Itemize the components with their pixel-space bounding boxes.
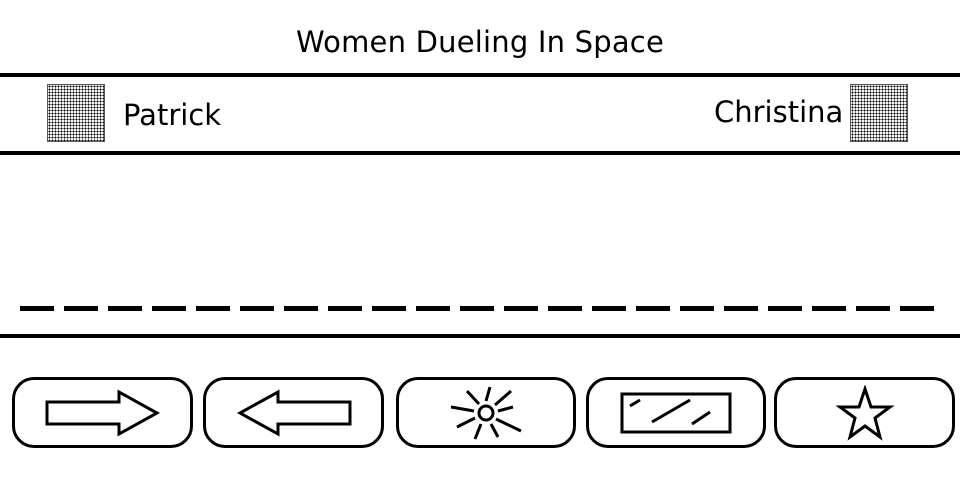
game-title: Women Dueling In Space bbox=[295, 25, 664, 59]
star-icon bbox=[834, 384, 895, 441]
player-left-name: Patrick bbox=[123, 98, 222, 132]
player-left-avatar bbox=[47, 84, 105, 142]
left-arrow-icon bbox=[236, 388, 351, 437]
shield-icon bbox=[620, 392, 732, 433]
shield-button[interactable] bbox=[586, 377, 766, 448]
right-arrow-icon bbox=[45, 388, 160, 437]
header-divider bbox=[0, 73, 960, 77]
players-divider bbox=[0, 151, 960, 155]
burst-icon bbox=[450, 386, 522, 440]
move-right-button[interactable] bbox=[12, 377, 193, 448]
special-button[interactable] bbox=[774, 377, 955, 448]
attack-button[interactable] bbox=[396, 377, 576, 448]
move-left-button[interactable] bbox=[203, 377, 384, 448]
player-right-name: Christina bbox=[714, 95, 844, 129]
arena-dashed-line bbox=[20, 306, 940, 311]
player-right-avatar bbox=[850, 84, 908, 142]
arena-divider bbox=[0, 334, 960, 338]
